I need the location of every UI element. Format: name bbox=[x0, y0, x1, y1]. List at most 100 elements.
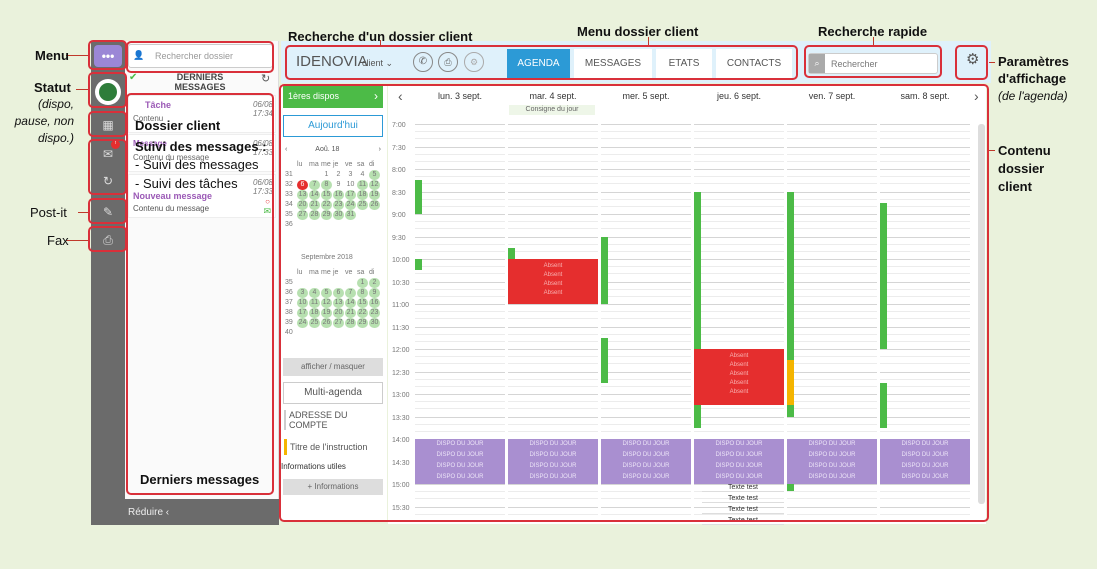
mini-cal-day[interactable]: 1 bbox=[324, 171, 329, 178]
slot-bar[interactable] bbox=[787, 484, 794, 491]
dossier-client-icon[interactable]: ▦ bbox=[102, 118, 114, 132]
mini-cal-day[interactable]: 12 bbox=[369, 180, 380, 190]
mini-cal-day[interactable]: 20 bbox=[297, 200, 308, 210]
client-type-dropdown[interactable]: client ⌄ bbox=[362, 58, 394, 68]
absent-event[interactable]: Absent Absent Absent Absent Absent bbox=[694, 349, 784, 406]
mini-cal-day[interactable]: 16 bbox=[369, 298, 380, 308]
quick-search-input[interactable]: Rechercher bbox=[831, 59, 878, 69]
dispo-block[interactable]: DISPO DU JOUR DISPO DU JOUR DISPO DU JOUR D… bbox=[601, 439, 691, 484]
search-dossier-input[interactable]: Rechercher dossier bbox=[155, 51, 234, 61]
mini-cal-day[interactable]: 27 bbox=[333, 318, 344, 328]
list-item[interactable]: Tâche Contenu 06/08 17:34 bbox=[128, 95, 276, 133]
refresh-icon[interactable]: ↻ bbox=[261, 73, 271, 85]
mini-cal-day[interactable]: 23 bbox=[333, 200, 344, 210]
more-info-button[interactable]: + Informations bbox=[283, 479, 383, 495]
list-item[interactable]: Message Contenu du message 06/08 17:33 bbox=[128, 134, 276, 172]
mini-cal-day[interactable]: 30 bbox=[369, 318, 380, 328]
quick-search-box[interactable]: ⌕ Rechercher bbox=[808, 53, 938, 74]
dispo-block[interactable]: DISPO DU JOUR DISPO DU JOUR DISPO DU JOUR D… bbox=[787, 439, 877, 484]
mini-cal-day[interactable]: 18 bbox=[309, 308, 320, 318]
dispos-button[interactable]: 1ères dispos › bbox=[283, 86, 383, 108]
mini-cal-day[interactable]: 18 bbox=[357, 190, 368, 200]
mini-cal-day[interactable]: 21 bbox=[345, 308, 356, 318]
slot-bar[interactable] bbox=[508, 247, 515, 259]
mini-cal-day[interactable]: 16 bbox=[333, 190, 344, 200]
tasks-icon[interactable]: ↻ bbox=[102, 174, 114, 188]
mini-cal-day[interactable]: 6 bbox=[297, 180, 308, 190]
mini-cal-day[interactable]: 22 bbox=[321, 200, 332, 210]
prev-week[interactable]: ‹ bbox=[398, 88, 403, 104]
mini-cal-day[interactable]: 19 bbox=[321, 308, 332, 318]
slot-bar[interactable] bbox=[787, 360, 794, 406]
mini-cal-day[interactable]: 4 bbox=[360, 171, 365, 178]
today-button[interactable]: Aujourd'hui bbox=[283, 115, 383, 137]
mini-cal-day[interactable]: 2 bbox=[336, 171, 341, 178]
slot-bar[interactable] bbox=[601, 236, 608, 304]
mini-cal-day[interactable]: 10 bbox=[297, 298, 308, 308]
mini-cal-day[interactable]: 22 bbox=[357, 308, 368, 318]
mini-cal-day[interactable]: 30 bbox=[333, 210, 344, 220]
mini-cal-day[interactable]: 23 bbox=[369, 308, 380, 318]
mini-cal-day[interactable]: 7 bbox=[309, 180, 320, 190]
slot-bar[interactable] bbox=[880, 382, 887, 428]
tab-etats[interactable]: ETATS bbox=[656, 49, 712, 78]
mini-cal-day[interactable]: 24 bbox=[297, 318, 308, 328]
fax-icon[interactable]: ⎙ bbox=[103, 232, 113, 247]
mini-cal-day[interactable]: 11 bbox=[309, 298, 320, 308]
slot-bar[interactable] bbox=[880, 202, 887, 349]
prev-month[interactable]: ‹ bbox=[285, 146, 288, 153]
reduce-bar[interactable]: Réduire ‹ bbox=[125, 499, 279, 525]
settings-round-icon[interactable]: ⚙ bbox=[464, 52, 484, 72]
mini-cal-day[interactable]: 15 bbox=[321, 190, 332, 200]
mini-cal-day[interactable]: 1 bbox=[357, 278, 368, 288]
slot-bar[interactable] bbox=[787, 191, 794, 417]
text-event[interactable]: Texte test bbox=[702, 495, 784, 503]
absent-event[interactable]: Absent Absent Absent Absent bbox=[508, 259, 598, 304]
mini-cal-day[interactable]: 11 bbox=[357, 180, 368, 190]
mini-cal-day[interactable]: 8 bbox=[321, 180, 332, 190]
mini-cal-day[interactable]: 17 bbox=[297, 308, 308, 318]
scrollbar[interactable] bbox=[978, 124, 985, 504]
mini-cal-day[interactable]: 28 bbox=[309, 210, 320, 220]
messages-icon[interactable]: ✉! bbox=[96, 140, 120, 165]
gear-icon[interactable]: ⚙ bbox=[966, 51, 980, 68]
search-dossier-box[interactable]: 👤 Rechercher dossier bbox=[128, 44, 273, 68]
mini-cal-day[interactable]: 21 bbox=[309, 200, 320, 210]
tab-contacts[interactable]: CONTACTS bbox=[716, 49, 792, 78]
mini-cal-day[interactable]: 13 bbox=[333, 298, 344, 308]
mini-cal-day[interactable]: 14 bbox=[345, 298, 356, 308]
slot-bar[interactable] bbox=[415, 259, 422, 271]
dispo-block[interactable]: DISPO DU JOUR DISPO DU JOUR DISPO DU JOUR D… bbox=[694, 439, 784, 484]
postit-icon[interactable]: ✎ bbox=[102, 205, 114, 219]
text-event[interactable]: Texte test bbox=[702, 484, 784, 492]
next-week[interactable]: › bbox=[974, 88, 979, 104]
text-event[interactable]: Texte test bbox=[702, 506, 784, 514]
mini-cal-day[interactable]: 25 bbox=[309, 318, 320, 328]
multi-agenda-button[interactable]: Multi-agenda bbox=[283, 382, 383, 404]
mini-cal-day[interactable]: 26 bbox=[321, 318, 332, 328]
mini-cal-day[interactable]: 13 bbox=[297, 190, 308, 200]
slot-bar[interactable] bbox=[601, 337, 608, 383]
mini-cal-day[interactable]: 15 bbox=[357, 298, 368, 308]
mini-cal-day[interactable]: 24 bbox=[345, 200, 356, 210]
mini-cal-day[interactable]: 29 bbox=[357, 318, 368, 328]
dispo-block[interactable]: DISPO DU JOUR DISPO DU JOUR DISPO DU JOUR D… bbox=[415, 439, 505, 484]
status-avatar[interactable] bbox=[95, 79, 121, 105]
mini-cal-day[interactable]: 10 bbox=[346, 181, 355, 188]
mini-cal-day[interactable]: 4 bbox=[309, 288, 320, 298]
slot-bar[interactable] bbox=[694, 191, 701, 428]
mini-cal-day[interactable]: 5 bbox=[321, 288, 332, 298]
mini-cal-day[interactable]: 14 bbox=[309, 190, 320, 200]
fax-send-icon[interactable]: ⎙ bbox=[438, 52, 458, 72]
mini-cal-day[interactable]: 5 bbox=[369, 170, 380, 180]
mini-cal-day[interactable]: 17 bbox=[345, 190, 356, 200]
tab-messages[interactable]: MESSAGES bbox=[574, 49, 652, 78]
list-item[interactable]: Nouveau message Contenu du message 06/08… bbox=[128, 174, 276, 218]
mini-cal-day[interactable]: 6 bbox=[333, 288, 344, 298]
mini-cal-day[interactable]: 26 bbox=[369, 200, 380, 210]
mini-cal-day[interactable]: 12 bbox=[321, 298, 332, 308]
dispo-block[interactable]: DISPO DU JOUR DISPO DU JOUR DISPO DU JOUR D… bbox=[880, 439, 970, 484]
mini-cal-day[interactable]: 7 bbox=[345, 288, 356, 298]
mini-cal-day[interactable]: 9 bbox=[369, 288, 380, 298]
mini-cal-day[interactable]: 8 bbox=[357, 288, 368, 298]
